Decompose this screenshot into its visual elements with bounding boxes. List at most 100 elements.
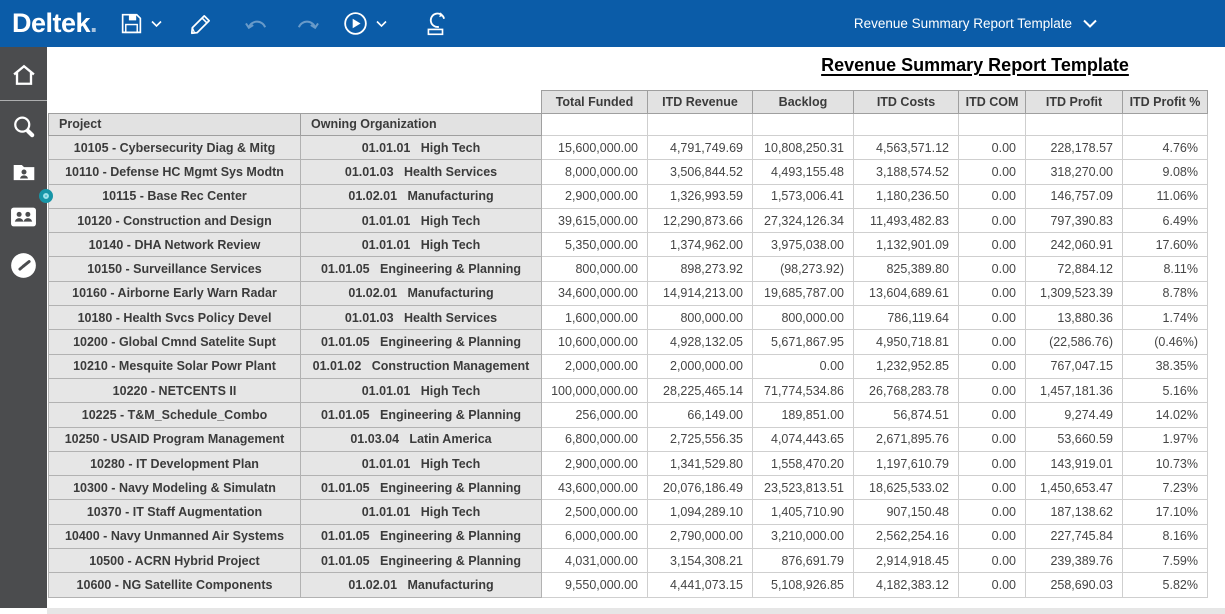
value-cell: 0.00: [959, 354, 1026, 378]
table-row[interactable]: 10280 - IT Development Plan01.01.01 High…: [49, 451, 1208, 475]
horizontal-scrollbar[interactable]: [47, 608, 1225, 614]
left-nav-sidebar: [0, 47, 47, 608]
edit-pencil-icon: [188, 11, 214, 37]
project-cell: 10150 - Surveillance Services: [49, 257, 301, 281]
value-cell: 8.16%: [1123, 524, 1208, 548]
project-cell: 10200 - Global Cmnd Satelite Supt: [49, 330, 301, 354]
value-cell: 18,625,533.02: [854, 476, 959, 500]
table-row[interactable]: 10160 - Airborne Early Warn Radar01.02.0…: [49, 281, 1208, 305]
value-cell: 1,600,000.00: [542, 306, 648, 330]
report-template-selector[interactable]: Revenue Summary Report Template: [854, 0, 1097, 47]
org-cell: 01.01.01 High Tech: [301, 378, 542, 402]
table-row[interactable]: 10400 - Navy Unmanned Air Systems01.01.0…: [49, 524, 1208, 548]
project-cell: 10225 - T&M_Schedule_Combo: [49, 403, 301, 427]
sidebar-drag-handle[interactable]: [39, 189, 53, 203]
org-cell: 01.01.05 Engineering & Planning: [301, 403, 542, 427]
value-cell: 34,600,000.00: [542, 281, 648, 305]
export-button[interactable]: [423, 11, 449, 37]
sidebar-item-home[interactable]: [0, 61, 47, 89]
table-row[interactable]: 10210 - Mesquite Solar Powr Plant01.01.0…: [49, 354, 1208, 378]
clock-icon: [10, 252, 37, 279]
header-spacer: [301, 91, 542, 114]
table-row[interactable]: 10600 - NG Satellite Components01.02.01 …: [49, 573, 1208, 597]
undo-button[interactable]: [244, 11, 270, 37]
save-button[interactable]: [119, 11, 162, 36]
value-cell: 8.11%: [1123, 257, 1208, 281]
table-row[interactable]: 10140 - DHA Network Review01.01.01 High …: [49, 233, 1208, 257]
column-header-itd-com[interactable]: ITD COM: [959, 91, 1026, 114]
project-cell: 10220 - NETCENTS II: [49, 378, 301, 402]
org-cell: 01.01.05 Engineering & Planning: [301, 257, 542, 281]
table-row[interactable]: 10120 - Construction and Design01.01.01 …: [49, 208, 1208, 232]
value-cell: 13,880.36: [1026, 306, 1123, 330]
redo-button[interactable]: [294, 11, 320, 37]
value-cell: 5,108,926.85: [753, 573, 854, 597]
org-cell: 01.01.05 Engineering & Planning: [301, 549, 542, 573]
table-row[interactable]: 10500 - ACRN Hybrid Project01.01.05 Engi…: [49, 549, 1208, 573]
value-cell: 876,691.79: [753, 549, 854, 573]
run-button[interactable]: [342, 10, 387, 37]
column-header-itd-revenue[interactable]: ITD Revenue: [648, 91, 753, 114]
table-row[interactable]: 10105 - Cybersecurity Diag & Mitg01.01.0…: [49, 136, 1208, 160]
table-row[interactable]: 10110 - Defense HC Mgmt Sys Modtn01.01.0…: [49, 160, 1208, 184]
value-cell: 0.00: [959, 306, 1026, 330]
export-icon: [423, 11, 449, 37]
sidebar-item-employee[interactable]: [0, 159, 47, 185]
value-cell: 4,074,443.65: [753, 427, 854, 451]
table-row[interactable]: 10250 - USAID Program Management01.03.04…: [49, 427, 1208, 451]
top-app-bar: Deltek.: [0, 0, 1225, 47]
project-cell: 10600 - NG Satellite Components: [49, 573, 301, 597]
org-cell: 01.01.01 High Tech: [301, 233, 542, 257]
table-row[interactable]: 10115 - Base Rec Center01.02.01 Manufact…: [49, 184, 1208, 208]
value-cell: 800,000.00: [753, 306, 854, 330]
sidebar-item-time[interactable]: [0, 252, 47, 279]
value-cell: 23,523,813.51: [753, 476, 854, 500]
column-header-project[interactable]: Project: [49, 113, 301, 136]
column-header-owning-organization[interactable]: Owning Organization: [301, 113, 542, 136]
sidebar-item-search[interactable]: [0, 113, 47, 141]
value-cell: 15,600,000.00: [542, 136, 648, 160]
column-header-itd-profit-pct[interactable]: ITD Profit %: [1123, 91, 1208, 114]
value-cell: 19,685,787.00: [753, 281, 854, 305]
filter-cell: [1123, 113, 1208, 136]
column-header-total-funded[interactable]: Total Funded: [542, 91, 648, 114]
org-cell: 01.03.04 Latin America: [301, 427, 542, 451]
value-cell: 10,600,000.00: [542, 330, 648, 354]
value-cell: 146,757.09: [1026, 184, 1123, 208]
table-row[interactable]: 10370 - IT Staff Augmentation01.01.01 Hi…: [49, 500, 1208, 524]
value-cell: 797,390.83: [1026, 208, 1123, 232]
value-cell: 1,374,962.00: [648, 233, 753, 257]
header-spacer: [49, 91, 301, 114]
value-cell: 3,210,000.00: [753, 524, 854, 548]
value-cell: 39,615,000.00: [542, 208, 648, 232]
value-cell: 4,182,383.12: [854, 573, 959, 597]
value-cell: 100,000,000.00: [542, 378, 648, 402]
value-cell: 5,671,867.95: [753, 330, 854, 354]
column-header-itd-costs[interactable]: ITD Costs: [854, 91, 959, 114]
save-icon: [119, 11, 144, 36]
revenue-summary-table: Total Funded ITD Revenue Backlog ITD Cos…: [48, 90, 1208, 598]
report-template-selector-label: Revenue Summary Report Template: [854, 16, 1072, 31]
column-header-itd-profit[interactable]: ITD Profit: [1026, 91, 1123, 114]
column-header-backlog[interactable]: Backlog: [753, 91, 854, 114]
value-cell: 0.00: [959, 476, 1026, 500]
value-cell: 0.00: [959, 378, 1026, 402]
value-cell: 4,493,155.48: [753, 160, 854, 184]
org-cell: 01.01.05 Engineering & Planning: [301, 330, 542, 354]
table-row[interactable]: 10220 - NETCENTS II01.01.01 High Tech100…: [49, 378, 1208, 402]
sidebar-item-people[interactable]: [0, 205, 47, 229]
table-row[interactable]: 10180 - Health Svcs Policy Devel01.01.03…: [49, 306, 1208, 330]
table-row[interactable]: 10300 - Navy Modeling & Simulatn01.01.05…: [49, 476, 1208, 500]
value-cell: 26,768,283.78: [854, 378, 959, 402]
value-cell: (22,586.76): [1026, 330, 1123, 354]
table-row[interactable]: 10200 - Global Cmnd Satelite Supt01.01.0…: [49, 330, 1208, 354]
edit-button[interactable]: [188, 11, 214, 37]
page-title: Revenue Summary Report Template: [745, 55, 1205, 76]
value-cell: 2,900,000.00: [542, 184, 648, 208]
table-row[interactable]: 10225 - T&M_Schedule_Combo01.01.05 Engin…: [49, 403, 1208, 427]
people-icon: [10, 205, 37, 229]
value-cell: 2,000,000.00: [648, 354, 753, 378]
value-cell: 0.00: [959, 524, 1026, 548]
table-row[interactable]: 10150 - Surveillance Services01.01.05 En…: [49, 257, 1208, 281]
value-cell: 4,928,132.05: [648, 330, 753, 354]
